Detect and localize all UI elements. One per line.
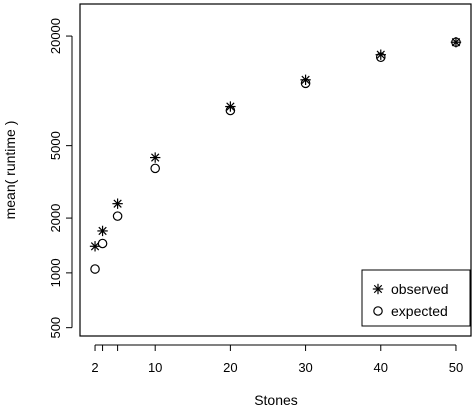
expected-point bbox=[451, 37, 461, 48]
x-tick-label: 40 bbox=[374, 360, 388, 375]
x-tick-label: 2 bbox=[91, 360, 98, 375]
expected-point bbox=[300, 78, 311, 89]
expected-point bbox=[97, 238, 108, 249]
x-tick-label: 30 bbox=[298, 360, 312, 375]
legend-circle-icon bbox=[373, 306, 383, 316]
legend-label-expected: expected bbox=[391, 303, 448, 319]
legend-asterisk-icon bbox=[372, 283, 384, 295]
plot-frame bbox=[79, 3, 472, 337]
legend-box bbox=[361, 269, 471, 327]
legend: observed expected bbox=[361, 269, 471, 327]
y-axis-title: mean( runtime ) bbox=[2, 121, 18, 220]
expected-point bbox=[150, 163, 160, 174]
observed-point bbox=[300, 74, 311, 86]
x-tick-label: 50 bbox=[449, 360, 463, 375]
legend-marker-expected bbox=[373, 306, 383, 316]
legend-label-observed: observed bbox=[391, 281, 449, 297]
y-tick-label: 1000 bbox=[48, 258, 63, 287]
y-axis: 500 1000 2000 5000 20000 bbox=[48, 18, 73, 339]
x-axis-title: Stones bbox=[254, 392, 298, 408]
observed-point bbox=[89, 241, 101, 252]
observed-point bbox=[112, 198, 123, 209]
observed-point bbox=[450, 37, 462, 48]
expected-point bbox=[112, 211, 123, 221]
observed-point bbox=[149, 152, 161, 163]
x-tick-label: 10 bbox=[148, 360, 162, 375]
legend-entry-observed: observed bbox=[372, 281, 449, 297]
y-tick-label: 20000 bbox=[48, 18, 63, 54]
y-tick-label: 2000 bbox=[48, 204, 63, 233]
data-marks bbox=[89, 37, 462, 274]
y-tick-label: 500 bbox=[48, 317, 63, 339]
x-tick-label: 20 bbox=[223, 360, 237, 375]
legend-entry-expected: expected bbox=[373, 303, 448, 319]
expected-point bbox=[225, 105, 236, 116]
observed-point bbox=[97, 225, 108, 237]
x-axis: 2 10 20 30 40 50 bbox=[91, 344, 463, 375]
legend-marker-observed bbox=[372, 283, 384, 295]
expected-point bbox=[375, 52, 386, 63]
y-tick-label: 5000 bbox=[48, 131, 63, 160]
expected-point bbox=[90, 264, 100, 274]
